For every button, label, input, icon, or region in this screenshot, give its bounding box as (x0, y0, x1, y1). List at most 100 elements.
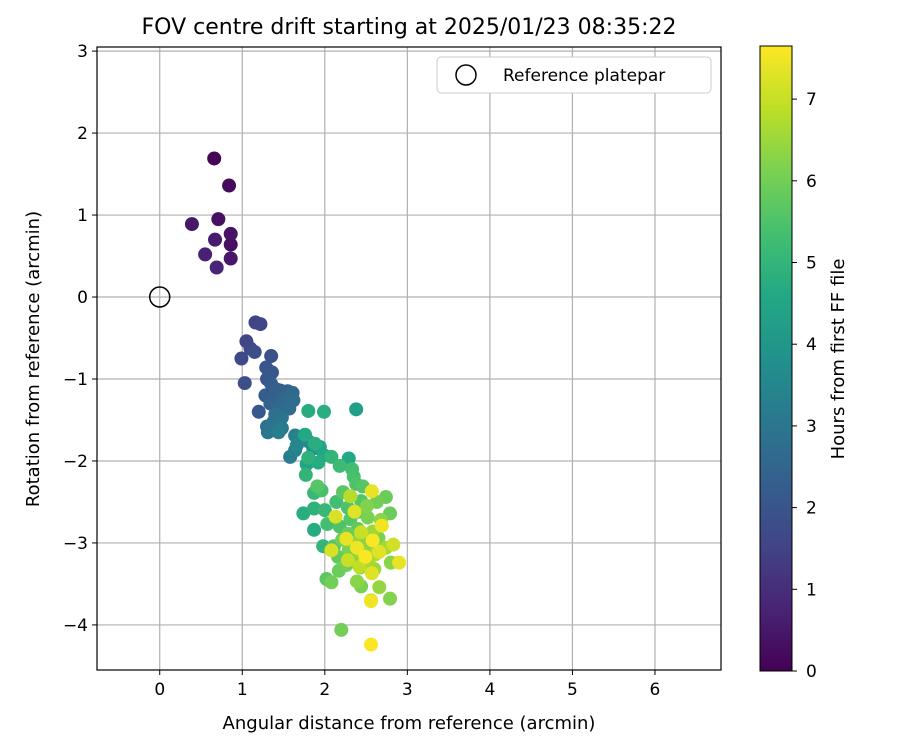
axis-ticks: 0 1 2 3 4 5 6 3 2 1 0 −1 −2 −3 −4 (63, 42, 660, 700)
y-axis-label: Rotation from reference (arcmin) (23, 211, 44, 507)
data-point (359, 499, 374, 514)
data-point (307, 522, 322, 537)
x-tick-label: 0 (154, 680, 165, 700)
reference-marker (148, 286, 171, 308)
data-point (364, 594, 379, 609)
colorbar (759, 45, 793, 672)
data-point (310, 479, 325, 494)
data-point (392, 555, 407, 570)
data-point (324, 575, 339, 590)
data-point (350, 540, 364, 555)
data-point (364, 637, 379, 652)
data-point (223, 251, 238, 266)
y-tick-label: 1 (77, 206, 88, 226)
data-point (298, 467, 313, 482)
data-point (334, 622, 349, 637)
data-point (237, 376, 252, 391)
y-tick-label: 2 (77, 124, 88, 144)
data-point (296, 506, 311, 521)
data-point (316, 404, 331, 419)
data-point (350, 574, 364, 589)
data-point (329, 494, 344, 509)
y-tick-label: −4 (63, 616, 88, 636)
legend-box (436, 56, 712, 94)
data-point (354, 525, 369, 540)
data-point (223, 237, 238, 252)
data-point (340, 553, 355, 568)
data-point (301, 450, 316, 465)
data-point (234, 351, 249, 366)
data-point (317, 503, 332, 518)
x-tick-label: 6 (650, 680, 661, 700)
data-point (253, 317, 268, 332)
data-point (324, 449, 339, 464)
data-point (223, 226, 238, 241)
colorbar-tick-label: 6 (806, 172, 817, 192)
data-point (360, 510, 375, 525)
data-point (222, 178, 237, 193)
y-tick-label: −1 (63, 370, 88, 390)
plot-area (97, 47, 721, 670)
data-point (347, 504, 362, 519)
data-point (184, 217, 199, 232)
colorbar-tick-label: 5 (806, 254, 817, 274)
data-point (374, 518, 389, 533)
data-point (264, 349, 279, 364)
data-point (211, 212, 226, 227)
reference-platepar-point (148, 286, 171, 308)
colorbar-tick-label: 1 (806, 580, 817, 600)
grid-lines (97, 47, 721, 670)
data-point (298, 427, 312, 442)
legend-entry-reference-platepar: Reference platepar (503, 66, 665, 86)
data-point (307, 501, 322, 516)
data-point (198, 247, 213, 262)
data-point (365, 533, 380, 548)
data-point (251, 404, 266, 419)
data-point (349, 402, 364, 417)
data-point (260, 425, 275, 440)
x-tick-label: 4 (484, 680, 495, 700)
y-tick-label: 0 (77, 288, 88, 308)
colorbar-tick-label: 2 (806, 499, 817, 519)
colorbar-ticks: 0 1 2 3 4 5 6 7 (792, 90, 817, 682)
data-point (207, 151, 222, 166)
data-point (271, 425, 286, 440)
data-point (358, 549, 373, 564)
data-point (339, 531, 354, 546)
data-point (372, 580, 387, 595)
data-point (372, 544, 387, 559)
data-point (364, 484, 379, 499)
data-point (383, 591, 398, 606)
data-point (208, 232, 223, 247)
data-point (209, 260, 224, 275)
x-tick-label: 1 (237, 680, 248, 700)
colorbar-tick-label: 4 (806, 335, 817, 355)
chart-title: FOV centre drift starting at 2025/01/23 … (142, 15, 677, 40)
data-point (324, 543, 339, 558)
plot-frame (96, 46, 722, 671)
data-point (364, 566, 379, 581)
data-point (307, 436, 322, 451)
data-point (247, 344, 262, 359)
x-axis-label: Angular distance from reference (arcmin) (223, 713, 596, 734)
legend-reference-marker (455, 64, 477, 86)
colorbar-tick-label: 0 (806, 662, 817, 682)
y-tick-label: 3 (77, 42, 88, 62)
data-point (328, 509, 343, 524)
data-point (289, 438, 304, 453)
x-tick-label: 5 (567, 680, 578, 700)
x-tick-label: 2 (319, 680, 330, 700)
x-tick-label: 3 (402, 680, 413, 700)
y-tick-label: −2 (63, 452, 88, 472)
data-points (184, 151, 407, 652)
colorbar-label: Hours from first FF file (828, 259, 849, 460)
colorbar-tick-label: 3 (806, 417, 817, 437)
data-point (264, 365, 279, 380)
legend: Reference platepar (436, 56, 712, 94)
data-point (343, 489, 358, 504)
y-tick-label: −3 (63, 534, 88, 554)
data-point (332, 458, 347, 473)
data-point (386, 537, 401, 552)
colorbar-tick-label: 7 (806, 90, 817, 110)
